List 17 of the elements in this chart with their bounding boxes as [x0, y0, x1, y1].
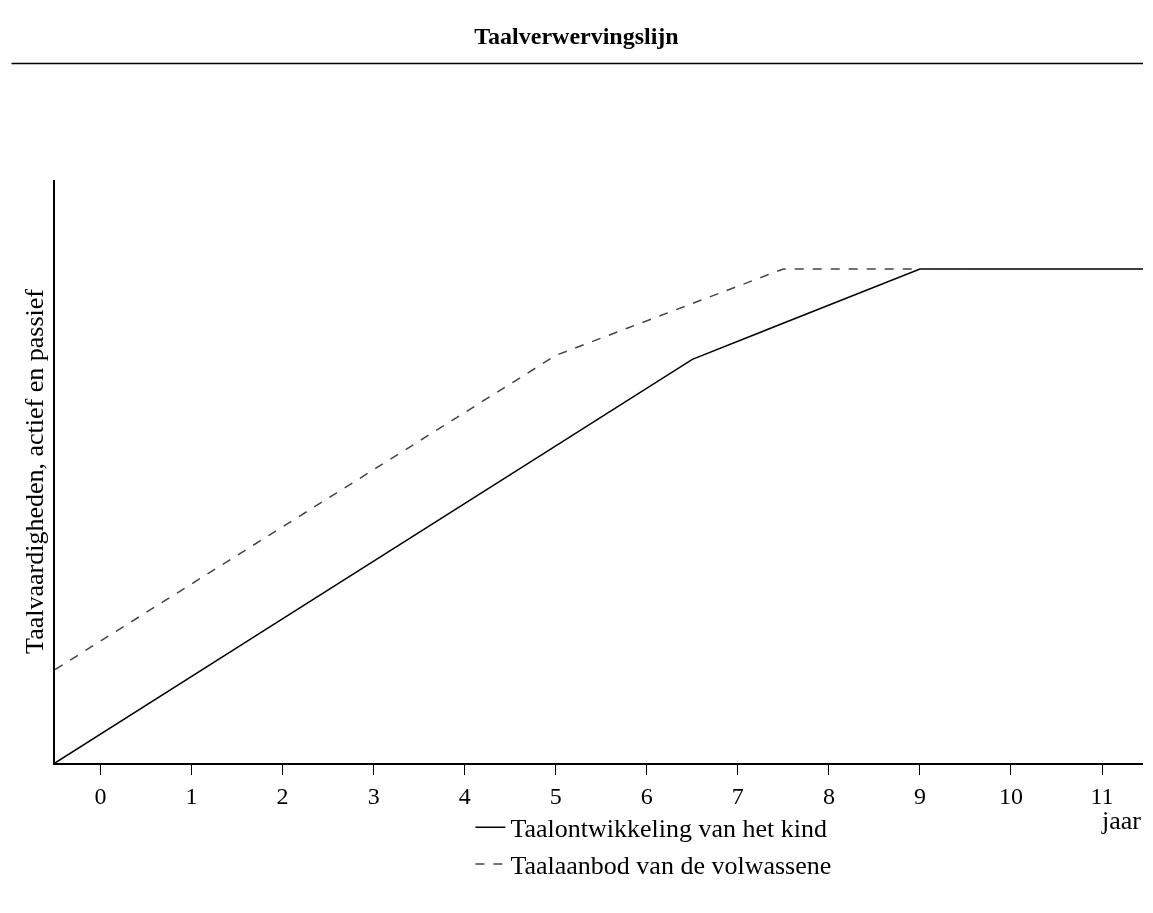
x-tick-label: 11	[1090, 782, 1114, 809]
x-tick-label: 1	[185, 782, 198, 809]
x-tick-label: 6	[640, 782, 653, 809]
x-tick-label: 4	[458, 782, 471, 809]
chart-title: Taalverwervingslijn	[474, 23, 679, 50]
x-tick-label: 2	[276, 782, 289, 809]
x-tick-label: 5	[549, 782, 562, 809]
legend-label: Taalontwikkeling van het kind	[510, 814, 828, 844]
x-axis-title: jaar	[1101, 806, 1142, 835]
x-tick-label: 0	[94, 782, 107, 809]
y-axis-title: Taalvaardigheden, actief en passief	[20, 288, 50, 654]
x-tick-label: 7	[731, 782, 744, 809]
x-tick-label: 10	[998, 782, 1023, 809]
x-tick-label: 3	[367, 782, 380, 809]
x-tick-label: 9	[913, 782, 926, 809]
legend-label: Taalaanbod van de volwassene	[510, 851, 832, 881]
x-tick-label: 8	[822, 782, 835, 809]
